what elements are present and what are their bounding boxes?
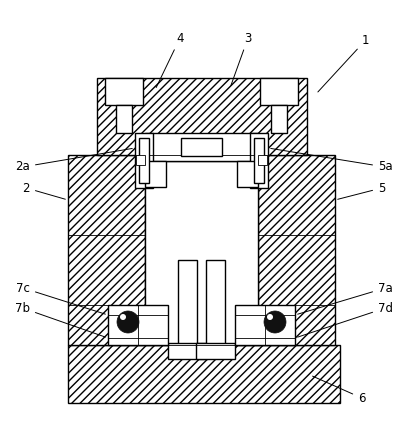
Bar bbox=[235, 305, 295, 345]
Bar bbox=[68, 155, 145, 345]
Bar bbox=[254, 138, 264, 183]
Circle shape bbox=[120, 314, 126, 320]
Bar bbox=[181, 138, 222, 156]
Text: 2: 2 bbox=[23, 181, 65, 199]
Text: 6: 6 bbox=[313, 376, 366, 405]
Text: 4: 4 bbox=[156, 32, 184, 87]
Bar bbox=[178, 260, 197, 350]
Text: 3: 3 bbox=[231, 32, 252, 85]
Bar bbox=[145, 133, 258, 161]
Text: 5: 5 bbox=[338, 181, 385, 199]
Bar bbox=[258, 155, 267, 165]
Bar bbox=[105, 78, 143, 105]
Circle shape bbox=[264, 311, 286, 333]
Text: 7c: 7c bbox=[16, 282, 105, 314]
Bar bbox=[68, 345, 340, 403]
Bar bbox=[136, 155, 145, 165]
Bar bbox=[250, 133, 268, 188]
Bar bbox=[258, 155, 335, 345]
Circle shape bbox=[117, 311, 139, 333]
Bar bbox=[135, 133, 153, 188]
Text: 1: 1 bbox=[318, 34, 370, 92]
Text: 2a: 2a bbox=[15, 149, 132, 173]
Circle shape bbox=[267, 314, 273, 320]
Text: 7d: 7d bbox=[298, 302, 393, 337]
Text: 5a: 5a bbox=[271, 148, 393, 173]
Bar bbox=[196, 343, 235, 359]
Bar bbox=[139, 138, 149, 183]
Bar bbox=[271, 105, 287, 133]
Bar bbox=[260, 78, 298, 105]
Bar bbox=[97, 78, 307, 155]
Bar bbox=[237, 161, 258, 187]
Text: 7a: 7a bbox=[298, 282, 393, 314]
Bar bbox=[206, 260, 225, 350]
Bar bbox=[145, 161, 258, 345]
Bar bbox=[108, 305, 168, 345]
Text: 7b: 7b bbox=[15, 302, 105, 337]
Bar bbox=[145, 161, 166, 187]
Bar bbox=[168, 343, 207, 359]
Bar bbox=[116, 105, 132, 133]
